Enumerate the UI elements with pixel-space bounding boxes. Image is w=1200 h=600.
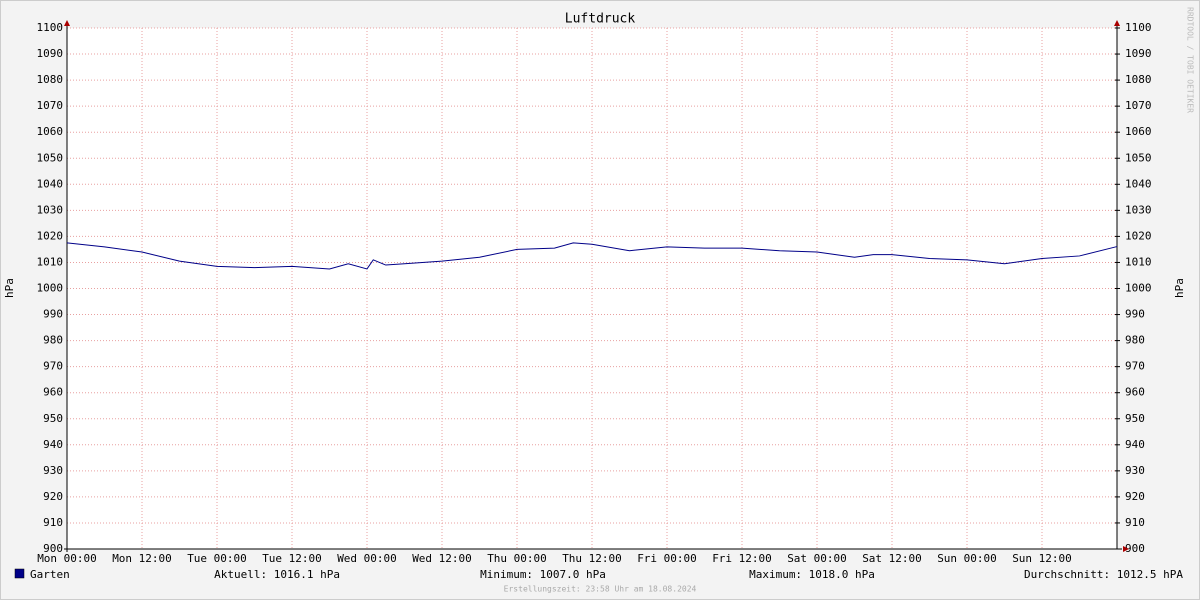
y2-tick-label: 990 [1125,308,1145,321]
line [66,242,1118,270]
y-tick-label: 1020 [37,229,64,242]
y2-tick-label: 1060 [1125,125,1152,138]
x-tick-label: Mon 00:00 [37,552,97,565]
y2-tick-label: 1040 [1125,177,1152,190]
y2-tick-label: 900 [1125,542,1145,555]
y-tick-label: 970 [43,360,63,373]
y-tick-label: 990 [43,308,63,321]
y-tick-label: 1010 [37,255,64,268]
y-tick-label: 1050 [37,151,64,164]
y-tick-label: 1030 [37,203,64,216]
legend-stat: Maximum: 1018.0 hPa [749,568,875,581]
arrow [64,20,70,26]
y2-tick-label: 1020 [1125,229,1152,242]
x-tick-label: Sun 00:00 [937,552,997,565]
y-tick-label: 1060 [37,125,64,138]
y-tick-label: 940 [43,438,63,451]
y2-tick-label: 1030 [1125,203,1152,216]
x-tick-label: Wed 00:00 [337,552,397,565]
x-tick-label: Mon 12:00 [112,552,172,565]
y-tick-label: 1070 [37,99,64,112]
y-tick-label: 950 [43,412,63,425]
y2-tick-label: 1050 [1125,151,1152,164]
y-tick-label: 920 [43,490,63,503]
y2-tick-label: 1080 [1125,73,1152,86]
legend-stat: Durchschnitt: 1012.5 hPA [1024,568,1183,581]
y-tick-label: 910 [43,516,63,529]
y2-tick-label: 970 [1125,360,1145,373]
x-tick-label: Thu 12:00 [562,552,622,565]
y-tick-label: 960 [43,386,63,399]
y-tick-label: 1100 [37,21,64,34]
side-note: RRDTOOL / TOBI OETIKER [1186,7,1195,113]
footer: Erstellungszeit: 23:58 Uhr am 18.08.2024 [504,585,697,594]
y-tick-label: 930 [43,464,63,477]
y-tick-label: 1000 [37,282,64,295]
legend-swatch [14,568,25,579]
y2-tick-label: 940 [1125,438,1145,451]
x-tick-label: Tue 00:00 [187,552,247,565]
y2-tick-label: 1000 [1125,282,1152,295]
y2-tick-label: 960 [1125,386,1145,399]
legend-label: Garten [30,568,70,581]
x-tick-label: Tue 12:00 [262,552,322,565]
y2-tick-label: 920 [1125,490,1145,503]
chart-title: Luftdruck [565,12,636,27]
y2-tick-label: 930 [1125,464,1145,477]
y2-tick-label: 1090 [1125,47,1152,60]
y-tick-label: 980 [43,334,63,347]
y2-tick-label: 1010 [1125,255,1152,268]
y-tick-label: 1040 [37,177,64,190]
y2-tick-label: 980 [1125,334,1145,347]
legend-stat: Minimum: 1007.0 hPa [480,568,606,581]
x-tick-label: Fri 00:00 [637,552,697,565]
x-tick-label: Thu 00:00 [487,552,547,565]
y2-tick-label: 1070 [1125,99,1152,112]
y2-axis-label: hPa [1173,278,1186,298]
x-tick-label: Sat 00:00 [787,552,847,565]
x-tick-label: Sat 12:00 [862,552,922,565]
legend-stat: Aktuell: 1016.1 hPa [214,568,340,581]
y2-tick-label: 910 [1125,516,1145,529]
y2-tick-label: 1100 [1125,21,1152,34]
y-tick-label: 1080 [37,73,64,86]
x-tick-label: Wed 12:00 [412,552,472,565]
y-tick-label: 1090 [37,47,64,60]
arrow [1114,20,1120,26]
y2-tick-label: 950 [1125,412,1145,425]
x-tick-label: Sun 12:00 [1012,552,1072,565]
y-tick-label: 900 [43,542,63,555]
y-axis-label: hPa [3,278,16,298]
x-tick-label: Fri 12:00 [712,552,772,565]
arrow [1123,546,1129,552]
